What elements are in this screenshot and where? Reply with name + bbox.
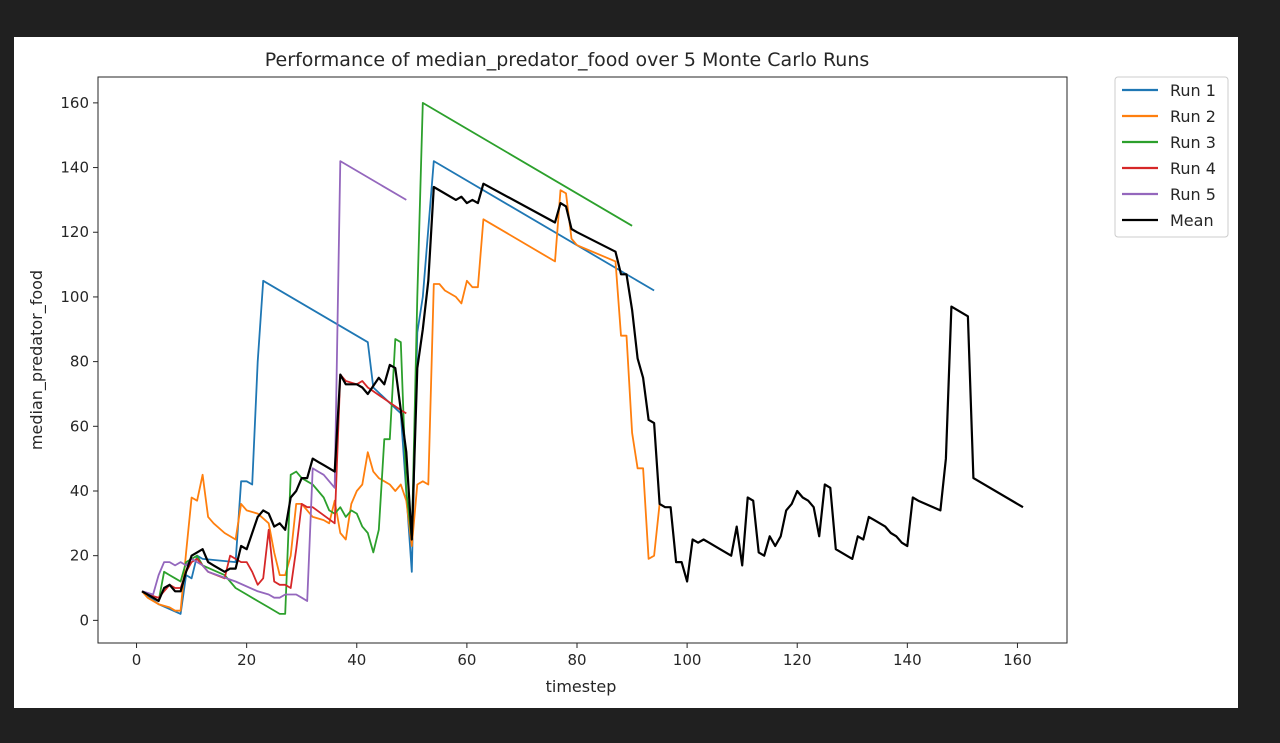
legend-label-run-5: Run 5	[1170, 185, 1216, 204]
series-line-run-5	[141, 160, 407, 602]
y-axis: 0 20 40 60 80 100 120 140 160	[60, 94, 98, 629]
y-tick-label: 60	[70, 417, 89, 435]
legend: Run 1 Run 2 Run 3 Run 4 Run 5 Mean	[1114, 76, 1229, 238]
y-tick-label: 40	[70, 482, 89, 500]
y-tick-label: 100	[60, 288, 89, 306]
x-tick-label: 80	[567, 651, 586, 669]
x-axis: 0 20 40 60 80 100 120 140 160	[132, 643, 1032, 669]
plot-frame	[97, 76, 1068, 644]
chart-figure: Performance of median_predator_food over…	[14, 37, 1238, 708]
series-line-run-3	[141, 102, 633, 615]
x-tick-label: 160	[1003, 651, 1032, 669]
x-tick-label: 0	[132, 651, 142, 669]
y-tick-label: 0	[79, 611, 89, 629]
x-tick-label: 60	[457, 651, 476, 669]
y-tick-label: 160	[60, 94, 89, 112]
x-tick-label: 20	[237, 651, 256, 669]
series-layer	[141, 102, 1024, 615]
y-tick-label: 80	[70, 353, 89, 371]
x-tick-label: 40	[347, 651, 366, 669]
legend-label-run-3: Run 3	[1170, 133, 1216, 152]
legend-label-run-4: Run 4	[1170, 159, 1216, 178]
legend-label-run-1: Run 1	[1170, 81, 1216, 100]
series-line-mean	[141, 182, 1024, 603]
series-line-run-4	[141, 373, 407, 599]
x-tick-label: 140	[893, 651, 922, 669]
legend-label-mean: Mean	[1170, 211, 1214, 230]
y-axis-label: median_predator_food	[27, 270, 47, 450]
legend-label-run-2: Run 2	[1170, 107, 1216, 126]
x-tick-label: 120	[783, 651, 812, 669]
y-tick-label: 120	[60, 223, 89, 241]
chart-title: Performance of median_predator_food over…	[265, 49, 870, 71]
y-tick-label: 140	[60, 159, 89, 177]
y-tick-label: 20	[70, 547, 89, 565]
line-chart: Performance of median_predator_food over…	[27, 49, 1229, 696]
x-axis-label: timestep	[546, 677, 617, 696]
x-tick-label: 100	[673, 651, 702, 669]
series-line-run-2	[141, 189, 661, 612]
